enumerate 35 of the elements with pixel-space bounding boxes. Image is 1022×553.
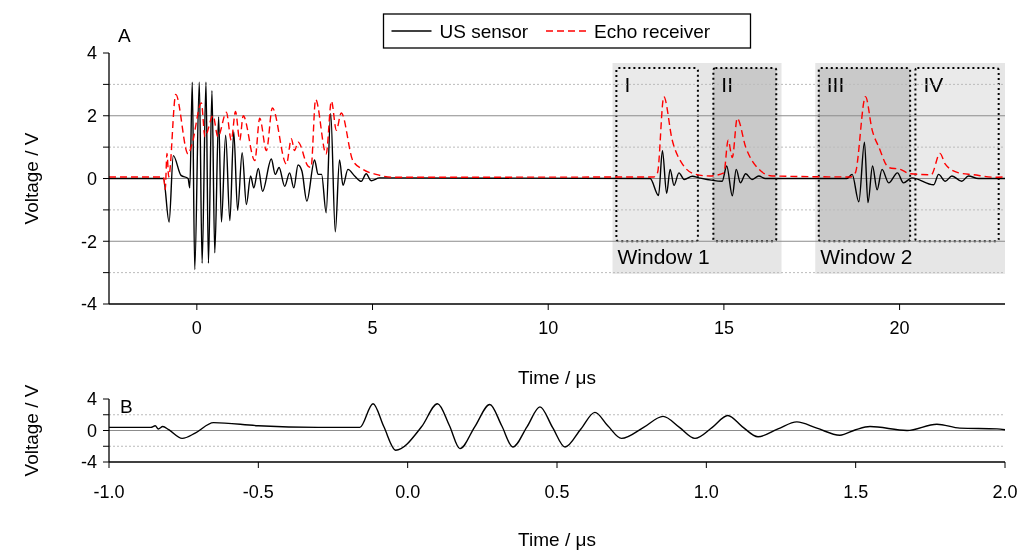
x-tick-label: 0.0 bbox=[395, 482, 421, 502]
band-label: IV bbox=[923, 73, 944, 97]
x-tick-label: 5 bbox=[367, 318, 378, 338]
x-tick-label: 0 bbox=[191, 318, 202, 338]
x-tick-label: 10 bbox=[538, 318, 559, 338]
x-axis-title: Time / μs bbox=[518, 529, 596, 550]
band-label: I bbox=[624, 73, 631, 97]
band-label: II bbox=[721, 73, 734, 97]
y-tick-label: 0 bbox=[86, 168, 97, 189]
x-tick-label: 2.0 bbox=[992, 482, 1018, 502]
y-axis-title: Voltage / V bbox=[21, 132, 42, 225]
legend-label: US sensor bbox=[439, 20, 529, 42]
band-label: Window 2 bbox=[820, 244, 913, 268]
chart-title: B bbox=[120, 396, 133, 417]
x-tick-label: 20 bbox=[889, 318, 910, 338]
x-tick-label: 1.0 bbox=[693, 482, 719, 502]
y-axis-title: Voltage / V bbox=[21, 384, 42, 477]
x-axis-title: Time / μs bbox=[518, 367, 596, 388]
x-tick-label: 1.5 bbox=[843, 482, 869, 502]
x-tick-label: -1.0 bbox=[93, 482, 125, 502]
y-tick-label: -4 bbox=[80, 452, 97, 473]
y-tick-label: -4 bbox=[80, 294, 97, 315]
x-tick-label: -0.5 bbox=[242, 482, 274, 502]
y-tick-label: 0 bbox=[86, 420, 97, 441]
y-tick-label: 4 bbox=[86, 389, 97, 410]
x-tick-label: 15 bbox=[713, 318, 734, 338]
chart-title: A bbox=[118, 25, 131, 46]
band-label: III bbox=[826, 73, 845, 97]
x-tick-label: 0.5 bbox=[544, 482, 570, 502]
band-label: Window 1 bbox=[617, 244, 710, 268]
y-tick-label: -2 bbox=[80, 231, 97, 252]
y-tick-label: 4 bbox=[86, 43, 97, 64]
line-series bbox=[108, 93, 1006, 191]
y-tick-label: 2 bbox=[86, 106, 97, 127]
legend-label: Echo receiver bbox=[594, 20, 711, 42]
